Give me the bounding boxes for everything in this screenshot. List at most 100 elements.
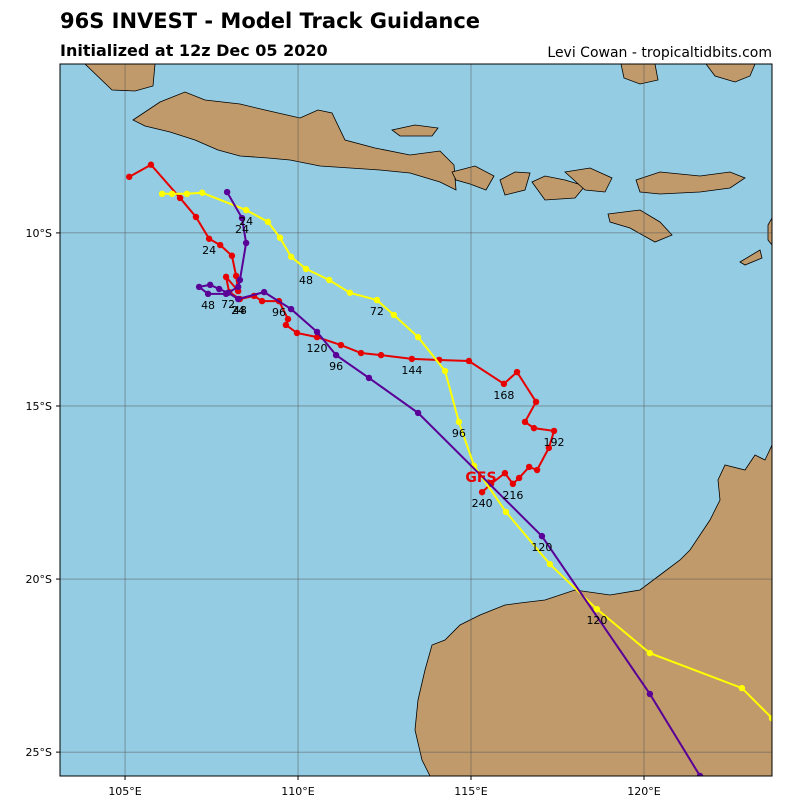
x-tick-label: 115°E [454, 785, 487, 798]
track-point [232, 272, 240, 280]
track-point [234, 295, 242, 303]
track-point [373, 296, 381, 304]
forecast-hour-label: 96 [329, 360, 343, 373]
track-point [287, 305, 295, 313]
track-point [509, 480, 517, 488]
track-point [546, 560, 554, 568]
forecast-hour-label: 48 [299, 274, 313, 287]
track-point [441, 367, 449, 375]
track-point [521, 418, 529, 426]
track-point [216, 241, 224, 249]
forecast-hour-label: 24 [235, 223, 249, 236]
forecast-hour-label: 48 [233, 304, 247, 317]
track-point [215, 285, 223, 293]
track-point [325, 276, 333, 284]
track-point [530, 424, 538, 432]
track-point [228, 252, 236, 259]
track-point [125, 173, 133, 181]
forecast-hour-label: 120 [586, 614, 607, 627]
track-point [538, 532, 546, 540]
track-point [478, 488, 486, 496]
track-point [236, 276, 244, 284]
track-point [204, 290, 212, 298]
track-point [593, 605, 601, 613]
track-point [302, 265, 310, 273]
track-point [768, 714, 772, 722]
forecast-hour-label: 192 [544, 436, 565, 449]
track-point [502, 508, 510, 516]
x-tick-label: 105°E [108, 785, 141, 798]
x-tick-label: 120°E [627, 785, 660, 798]
track-point [234, 283, 242, 291]
track-point [195, 283, 203, 291]
track-point [513, 368, 521, 376]
track-point [238, 214, 246, 222]
track-point [284, 315, 292, 323]
track-point [696, 772, 704, 776]
y-tick-label: 25°S [26, 746, 52, 759]
track-point [738, 684, 746, 692]
track-point [183, 190, 191, 198]
track-point [515, 474, 523, 482]
forecast-hour-label: 96 [452, 427, 466, 440]
track-point [192, 213, 200, 221]
forecast-hour-label: 96 [272, 306, 286, 319]
track-point [242, 239, 250, 247]
track-point [390, 311, 398, 319]
track-point [176, 194, 184, 202]
forecast-hour-label: 72 [370, 305, 384, 318]
track-point [533, 466, 541, 474]
forecast-hour-label: 120 [531, 541, 552, 554]
frame [59, 63, 773, 777]
track-point [282, 321, 290, 329]
track-point [501, 469, 509, 477]
track-point [242, 206, 250, 214]
track-point [646, 649, 654, 657]
track-point [414, 409, 422, 417]
forecast-hour-label: 72 [221, 298, 235, 311]
track-point [276, 234, 284, 241]
track-point [357, 349, 365, 357]
track-point [500, 380, 508, 388]
forecast-hour-label: 120 [307, 342, 328, 355]
track-point [258, 297, 266, 305]
track-point [222, 273, 230, 281]
forecast-hour-label: 144 [401, 364, 422, 377]
y-tick-label: 15°S [26, 400, 52, 413]
track-point [414, 333, 422, 341]
track-point [487, 480, 495, 488]
y-tick-label: 20°S [26, 573, 52, 586]
track-point [455, 418, 463, 426]
subtitle: Initialized at 12z Dec 05 2020 [60, 41, 328, 60]
forecast-hour-label: 216 [502, 489, 523, 502]
title: 96S INVEST - Model Track Guidance [60, 9, 480, 33]
track-point [287, 253, 295, 260]
track-point [168, 190, 176, 198]
track-point [465, 357, 473, 365]
track-point [646, 690, 654, 698]
track-point [147, 161, 155, 168]
forecast-hour-label: 240 [472, 497, 493, 510]
track-point [313, 328, 321, 336]
track-point [223, 188, 231, 196]
track-point [408, 355, 416, 363]
track-point [205, 235, 213, 242]
track-point [264, 218, 272, 226]
credit: Levi Cowan - tropicaltidbits.com [547, 45, 772, 61]
track-point [377, 351, 385, 359]
track-point [224, 289, 232, 296]
track-point [293, 329, 301, 337]
track-point [525, 463, 533, 471]
model-annotation: GFS [465, 470, 496, 486]
forecast-hour-label: 24 [231, 304, 245, 317]
track-point [337, 341, 345, 349]
x-tick-label: 110°E [281, 785, 314, 798]
track-point [365, 374, 373, 382]
track-point [346, 289, 354, 296]
track-point [313, 333, 321, 341]
forecast-hour-label: 24 [239, 215, 253, 228]
track-point [158, 190, 166, 198]
forecast-hour-label: 168 [493, 389, 514, 402]
